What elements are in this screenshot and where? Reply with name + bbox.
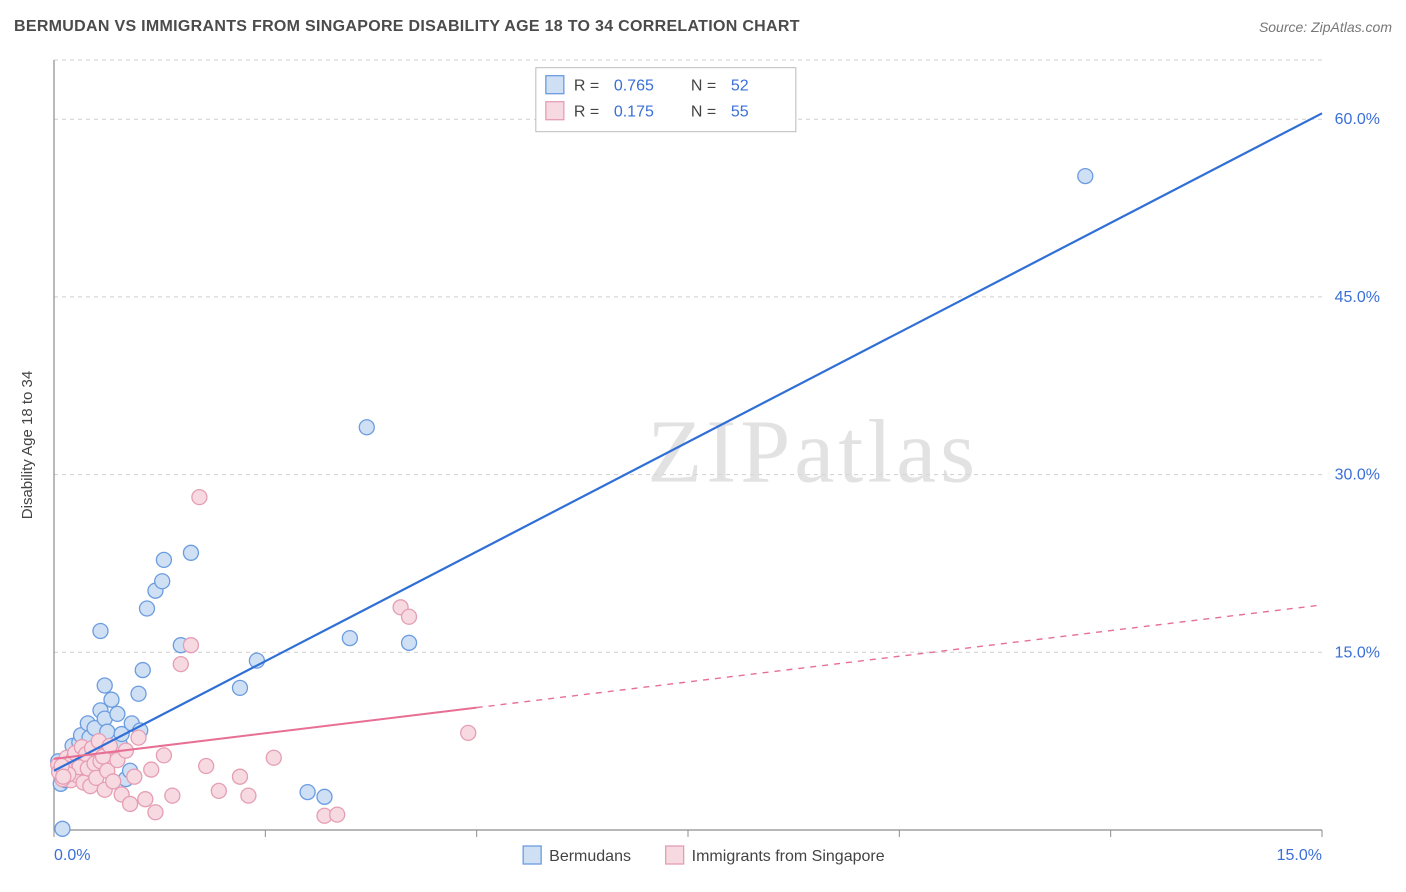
scatter-point xyxy=(199,759,214,774)
scatter-point xyxy=(110,706,125,721)
scatter-point xyxy=(192,490,207,505)
scatter-point xyxy=(211,783,226,798)
chart-title: BERMUDAN VS IMMIGRANTS FROM SINGAPORE DI… xyxy=(14,18,800,36)
scatter-point xyxy=(148,805,163,820)
scatter-point xyxy=(123,796,138,811)
scatter-point xyxy=(106,774,121,789)
scatter-point xyxy=(317,789,332,804)
scatter-point xyxy=(461,725,476,740)
scatter-point xyxy=(56,769,71,784)
svg-text:N =: N = xyxy=(691,78,716,95)
svg-text:15.0%: 15.0% xyxy=(1277,847,1322,864)
scatter-point xyxy=(183,545,198,560)
svg-text:30.0%: 30.0% xyxy=(1335,467,1380,484)
scatter-point xyxy=(173,657,188,672)
chart-container: ZIPatlas 0.0% 15.0% 15.0% 30.0% 45.0% 60.0% Dis… xyxy=(14,50,1392,880)
scatter-point xyxy=(241,788,256,803)
scatter-point xyxy=(232,769,247,784)
scatter-point xyxy=(359,420,374,435)
scatter-point xyxy=(402,635,417,650)
scatter-point xyxy=(183,638,198,653)
legend-label: Immigrants from Singapore xyxy=(692,848,885,865)
scatter-point xyxy=(135,663,150,678)
legend-label: Bermudans xyxy=(549,848,631,865)
regression-line-dashed xyxy=(477,605,1322,708)
scatter-point xyxy=(156,748,171,763)
scatter-point xyxy=(156,552,171,567)
svg-text:R =: R = xyxy=(574,78,599,95)
scatter-point xyxy=(1078,169,1093,184)
scatter-point xyxy=(266,750,281,765)
svg-text:R =: R = xyxy=(574,104,599,121)
svg-text:0.175: 0.175 xyxy=(614,104,654,121)
svg-text:0.765: 0.765 xyxy=(614,78,654,95)
scatter-point xyxy=(131,730,146,745)
scatter-point xyxy=(97,678,112,693)
legend-swatch xyxy=(523,846,541,864)
scatter-point xyxy=(155,574,170,589)
scatter-point xyxy=(138,792,153,807)
scatter-point xyxy=(104,692,119,707)
scatter-point xyxy=(232,680,247,695)
svg-text:52: 52 xyxy=(731,78,749,95)
scatter-point xyxy=(144,762,159,777)
regression-line xyxy=(54,113,1322,770)
svg-text:45.0%: 45.0% xyxy=(1335,289,1380,306)
chart-source: Source: ZipAtlas.com xyxy=(1259,19,1392,35)
svg-text:60.0%: 60.0% xyxy=(1335,111,1380,128)
scatter-point xyxy=(127,769,142,784)
scatter-point xyxy=(131,686,146,701)
scatter-point xyxy=(165,788,180,803)
scatter-point xyxy=(402,609,417,624)
svg-text:ZIPatlas: ZIPatlas xyxy=(647,403,979,502)
legend-swatch xyxy=(666,846,684,864)
svg-text:N =: N = xyxy=(691,104,716,121)
svg-text:55: 55 xyxy=(731,104,749,121)
scatter-point xyxy=(342,631,357,646)
svg-text:Disability Age 18 to 34: Disability Age 18 to 34 xyxy=(19,371,36,519)
scatter-point xyxy=(139,601,154,616)
scatter-point xyxy=(330,807,345,822)
svg-text:15.0%: 15.0% xyxy=(1335,644,1380,661)
scatter-point xyxy=(55,821,70,836)
chart-svg: ZIPatlas 0.0% 15.0% 15.0% 30.0% 45.0% 60.0% Dis… xyxy=(14,50,1392,880)
svg-text:0.0%: 0.0% xyxy=(54,847,90,864)
scatter-point xyxy=(93,623,108,638)
scatter-point xyxy=(300,785,315,800)
